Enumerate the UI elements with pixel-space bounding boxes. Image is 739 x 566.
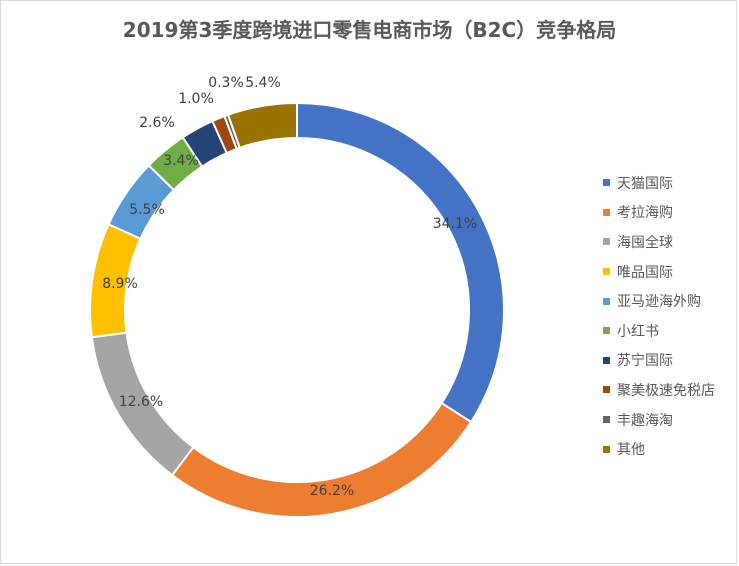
chart-title: 2019第3季度跨境进口零售电商市场（B2C）竞争格局	[122, 18, 617, 42]
legend-swatch-8	[603, 386, 610, 394]
data-label-4: 8.9%	[102, 276, 138, 292]
legend-item-1: 天猫国际	[603, 168, 715, 198]
legend-item-6: 小红书	[603, 316, 715, 346]
legend-swatch-4	[603, 268, 610, 276]
legend-label-10: 其他	[617, 442, 645, 459]
legend-label-7: 苏宁国际	[617, 353, 673, 370]
legend-swatch-6	[603, 327, 610, 335]
legend-swatch-10	[603, 445, 610, 453]
legend: 天猫国际考拉海购海囤全球唯品国际亚马逊海外购 小红书苏宁国际聚美极速免税店 丰趣海淘…	[603, 168, 715, 464]
legend-item-5: 亚马逊海外购	[603, 286, 715, 316]
legend-swatch-3	[603, 238, 610, 246]
donut-slice-10	[226, 101, 298, 150]
legend-label-9: 丰趣海淘	[617, 412, 673, 429]
legend-item-4: 唯品国际	[603, 257, 715, 287]
legend-item-8: 聚美极速免税店	[603, 375, 715, 405]
legend-label-8: 聚美极速免税店	[617, 382, 715, 399]
data-label-7: 2.6%	[139, 115, 175, 131]
legend-swatch-7	[603, 356, 610, 364]
legend-item-3: 海囤全球	[603, 227, 715, 257]
legend-item-9: 丰趣海淘	[603, 405, 715, 435]
data-label-5: 5.5%	[129, 202, 165, 218]
data-label-9: 0.3%	[208, 75, 244, 91]
legend-label-2: 考拉海购	[617, 205, 673, 222]
donut-slice-1	[296, 101, 505, 424]
data-label-1: 34.1%	[433, 216, 477, 232]
legend-item-2: 考拉海购	[603, 198, 715, 228]
data-label-2: 26.2%	[310, 483, 354, 499]
legend-swatch-1	[603, 179, 610, 187]
data-label-10: 5.4%	[245, 75, 281, 91]
legend-swatch-2	[603, 208, 610, 216]
donut-slice-2	[170, 401, 473, 518]
data-label-3: 12.6%	[119, 394, 163, 410]
legend-label-4: 唯品国际	[617, 264, 673, 281]
legend-item-10: 其他	[603, 434, 715, 464]
legend-label-5: 亚马逊海外购	[617, 294, 701, 311]
legend-swatch-5	[603, 297, 610, 305]
legend-label-6: 小红书	[617, 323, 659, 340]
data-label-6: 3.4%	[163, 153, 199, 169]
legend-item-7: 苏宁国际	[603, 346, 715, 376]
legend-swatch-9	[603, 416, 610, 424]
data-label-8: 1.0%	[178, 91, 214, 107]
legend-label-3: 海囤全球	[617, 234, 673, 251]
legend-label-1: 天猫国际	[617, 175, 673, 192]
